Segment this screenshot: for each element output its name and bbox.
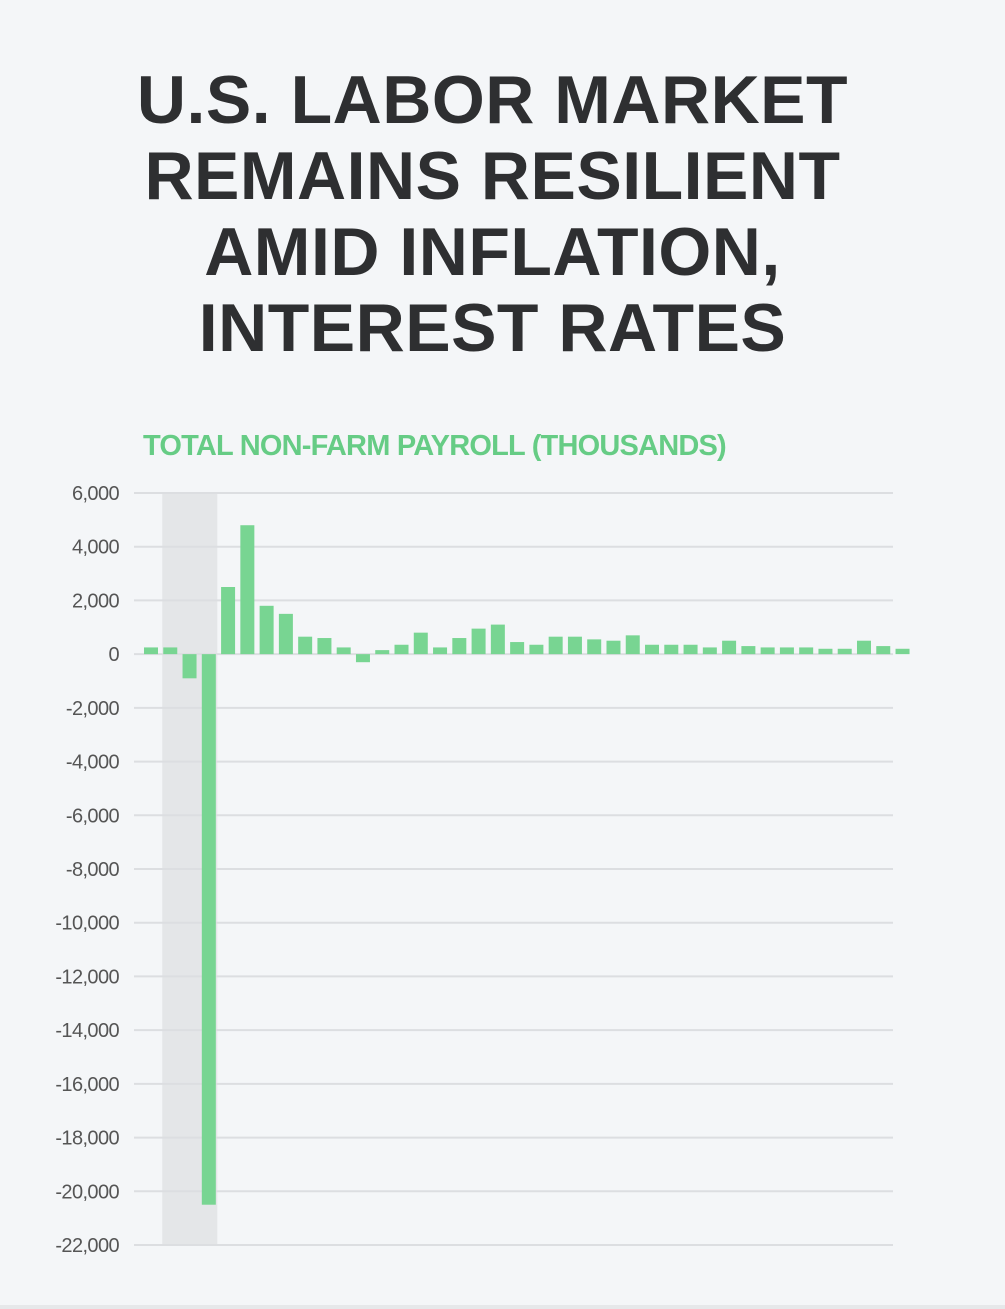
bar [259, 605, 274, 655]
bar [664, 644, 679, 655]
bar [433, 647, 448, 655]
bar [799, 647, 814, 655]
bar [490, 624, 505, 655]
bar [529, 644, 544, 655]
bar [606, 640, 621, 655]
y-tick-label: 2,000 [72, 590, 120, 612]
bar [587, 639, 602, 655]
bar [221, 587, 236, 655]
bar [240, 525, 255, 655]
bar [375, 650, 390, 655]
y-tick-label: -18,000 [55, 1128, 119, 1150]
bar [876, 646, 891, 655]
page-title: U.S. LABOR MARKET REMAINS RESILIENT AMID… [0, 62, 985, 366]
y-tick-label: -2,000 [66, 698, 120, 720]
y-tick-label: -6,000 [66, 805, 120, 827]
bar [779, 647, 794, 655]
bar [298, 636, 313, 655]
page-title-line-4: INTEREST RATES [198, 290, 787, 366]
bar [163, 647, 178, 655]
page-title-line-2: REMAINS RESILIENT [144, 138, 841, 214]
bottom-divider [0, 1305, 1005, 1309]
bar [625, 635, 640, 655]
page-title-line-3: AMID INFLATION, [204, 214, 781, 290]
y-tick-label: -4,000 [66, 752, 120, 774]
y-tick-label: -22,000 [55, 1235, 119, 1257]
page-title-line-1: U.S. LABOR MARKET [136, 62, 849, 138]
bar [683, 644, 698, 655]
bar [645, 644, 660, 655]
bar [818, 648, 833, 655]
bar [413, 632, 428, 655]
bar [336, 647, 351, 655]
bar [201, 654, 216, 1205]
bar [510, 642, 525, 655]
bars [144, 525, 910, 1205]
bar [471, 628, 486, 655]
bar [702, 647, 717, 655]
bar [394, 644, 409, 655]
y-tick-label: -14,000 [55, 1020, 119, 1042]
bar [760, 647, 775, 655]
y-tick-label: -8,000 [66, 859, 120, 881]
y-tick-label: -12,000 [55, 966, 119, 988]
bar [278, 613, 293, 655]
y-tick-label: 4,000 [72, 537, 120, 559]
bar [548, 636, 563, 655]
bar [741, 646, 756, 655]
y-axis-ticks: 6,000 4,000 2,000 0 -2,000 -4,000 -6,000 -8,000… [55, 483, 120, 1257]
y-tick-label: 6,000 [72, 483, 120, 505]
y-tick-label: -10,000 [55, 913, 119, 935]
y-tick-label: 0 [108, 644, 119, 666]
bar [567, 636, 582, 655]
bar [837, 648, 852, 655]
bar [182, 654, 197, 679]
bar [452, 638, 467, 655]
bar [895, 648, 910, 655]
y-tick-label: -16,000 [55, 1074, 119, 1096]
bar [355, 654, 370, 663]
y-tick-label: -20,000 [55, 1181, 119, 1203]
bar [722, 640, 737, 655]
chart-title: TOTAL NON-FARM PAYROLL (THOUSANDS) [143, 430, 727, 462]
bar [856, 640, 871, 655]
bar [144, 647, 158, 655]
bar [317, 638, 332, 655]
